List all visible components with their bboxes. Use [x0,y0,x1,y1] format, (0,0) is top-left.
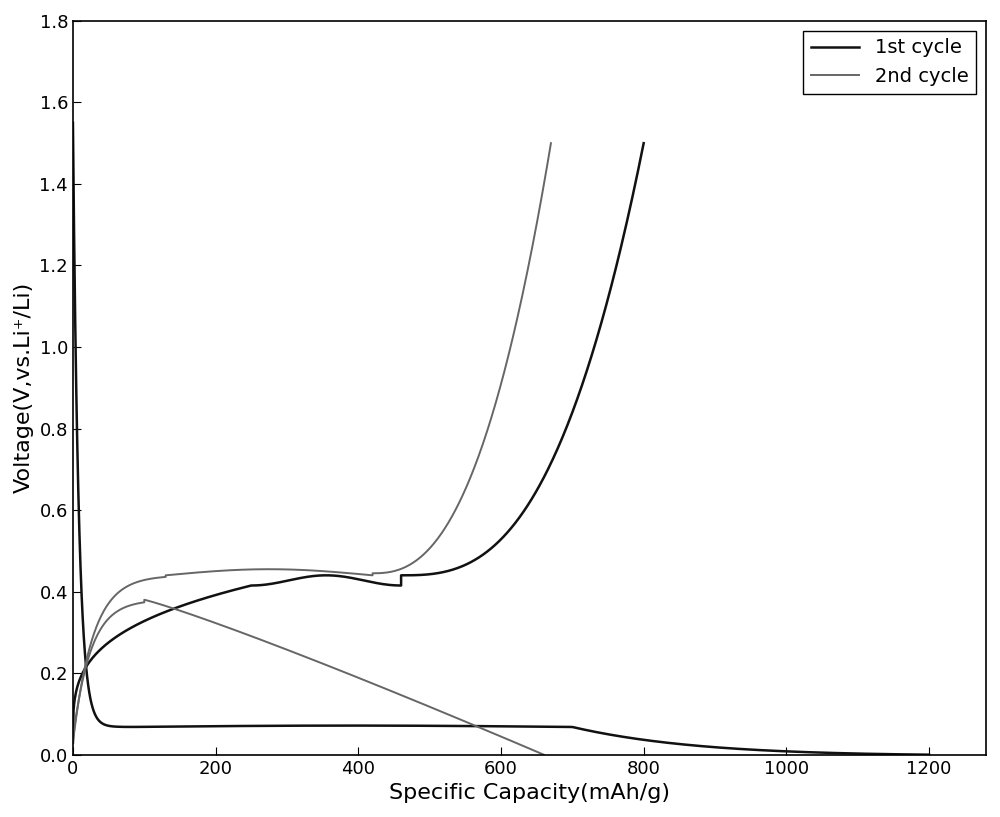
1st cycle [604,730,616,739]
2nd cycle [86,642,98,652]
1st cycle [161,721,173,731]
2nd cycle [538,750,550,760]
2nd cycle [239,629,251,639]
1st cycle [618,732,630,742]
2nd cycle [474,723,486,733]
2nd cycle [370,680,382,690]
2nd cycle [138,595,150,605]
Line: 2nd cycle: 2nd cycle [73,600,544,755]
1st cycle [697,741,709,751]
X-axis label: Specific Capacity(mAh/g): Specific Capacity(mAh/g) [389,784,670,803]
2nd cycle [473,722,485,732]
Line: 1st cycle: 1st cycle [73,123,929,755]
1st cycle [399,721,411,730]
1st cycle [549,722,561,732]
2nd cycle [67,734,79,743]
Y-axis label: Voltage(V,vs.Li⁺/Li): Voltage(V,vs.Li⁺/Li) [14,282,34,493]
1st cycle [923,750,935,760]
Legend: 1st cycle, 2nd cycle: 1st cycle, 2nd cycle [803,30,976,94]
2nd cycle [200,615,212,625]
1st cycle [67,118,79,127]
